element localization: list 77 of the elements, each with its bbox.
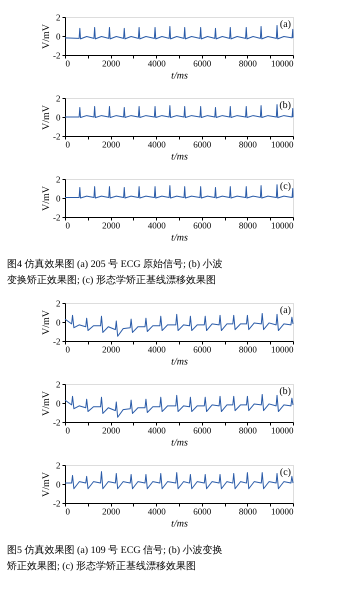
x-tick-label: 6000 [193, 58, 212, 68]
annotation: (b) [279, 100, 291, 111]
y-axis-title: V/mV [41, 23, 52, 49]
y-axis-title: V/mV [41, 104, 52, 130]
y-axis-title: V/mV [41, 471, 52, 497]
x-axis-title: t/ms [171, 152, 188, 162]
x-tick-label: 2000 [102, 220, 121, 230]
x-tick-label: 8000 [238, 220, 258, 230]
y-tick-label: 0 [56, 318, 61, 328]
x-tick-label: 2000 [102, 140, 121, 150]
x-tick-label: 6000 [193, 506, 212, 516]
x-tick-label: 10000 [271, 220, 294, 230]
x-tick-label: 6000 [193, 140, 212, 150]
x-axis-title: t/ms [171, 438, 188, 448]
x-tick-label: 0 [66, 220, 70, 230]
y-tick-label: 2 [56, 380, 60, 390]
annotation: (b) [279, 386, 291, 397]
y-tick-label: 2 [56, 460, 60, 470]
annotation: (c) [280, 181, 291, 192]
y-tick-label: 0 [56, 112, 61, 122]
annotation: (c) [280, 467, 291, 478]
y-tick-label: 0 [56, 194, 61, 204]
x-tick-label: 10000 [271, 58, 294, 68]
y-tick-label: 2 [56, 12, 60, 22]
x-tick-label: 4000 [148, 506, 166, 516]
x-tick-label: 2000 [102, 58, 121, 68]
annotation: (a) [280, 19, 291, 30]
x-axis-title: t/ms [171, 518, 188, 530]
x-tick-label: 2000 [102, 344, 121, 354]
caption: 图4 仿真效果图 (a) 205 号 ECG 原始信号; (b) 小波 [7, 258, 223, 270]
x-tick-label: 0 [66, 140, 70, 150]
x-axis-title: t/ms [171, 232, 188, 244]
line-series [64, 184, 294, 198]
y-tick-label: -2 [53, 50, 60, 60]
x-tick-label: 4000 [148, 220, 166, 230]
x-tick-label: 10000 [271, 344, 294, 354]
x-tick-label: 10000 [271, 140, 294, 150]
annotation: (a) [280, 305, 291, 316]
x-tick-label: 8000 [238, 140, 258, 150]
y-tick-label: 2 [56, 298, 60, 308]
y-tick-label: 0 [56, 32, 61, 42]
y-tick-label: 2 [56, 94, 60, 104]
x-axis-title: t/ms [171, 70, 188, 82]
x-tick-label: 0 [66, 58, 70, 68]
x-tick-label: 0 [66, 426, 70, 436]
x-tick-label: 2000 [102, 506, 121, 516]
x-tick-label: 6000 [193, 220, 212, 230]
x-tick-label: 10000 [271, 506, 294, 516]
x-tick-label: 8000 [238, 426, 258, 436]
x-axis-title: t/ms [171, 356, 188, 368]
y-tick-label: -2 [53, 212, 60, 222]
y-tick-label: -2 [53, 132, 60, 142]
x-tick-label: 4000 [148, 58, 166, 68]
y-tick-label: -2 [53, 336, 60, 346]
x-tick-label: 6000 [193, 426, 212, 436]
y-axis-title: V/mV [41, 185, 52, 211]
text: 矫正效果图; (c) 形态学矫正基线漂移效果图 [7, 560, 196, 572]
y-tick-label: 0 [56, 480, 61, 490]
y-axis-title: V/mV [41, 309, 52, 335]
y-tick-label: 2 [56, 174, 60, 184]
x-tick-label: 8000 [238, 344, 258, 354]
x-tick-label: 4000 [148, 426, 166, 436]
text: 变换矫正效果图; (c) 形态学矫正基线漂移效果图 [7, 274, 216, 286]
x-tick-label: 10000 [271, 426, 294, 436]
x-tick-label: 8000 [238, 58, 258, 68]
y-tick-label: 0 [56, 398, 61, 408]
y-tick-label: -2 [53, 498, 60, 508]
x-tick-label: 4000 [148, 344, 166, 354]
y-axis-title: V/mV [41, 390, 52, 416]
x-tick-label: 8000 [238, 506, 258, 516]
x-tick-label: 6000 [193, 344, 212, 354]
x-tick-label: 0 [66, 506, 70, 516]
x-tick-label: 4000 [148, 140, 166, 150]
y-tick-label: -2 [53, 418, 60, 428]
x-tick-label: 2000 [102, 426, 121, 436]
caption: 图5 仿真效果图 (a) 109 号 ECG 信号; (b) 小波变换 [7, 544, 223, 556]
x-tick-label: 0 [66, 344, 70, 354]
